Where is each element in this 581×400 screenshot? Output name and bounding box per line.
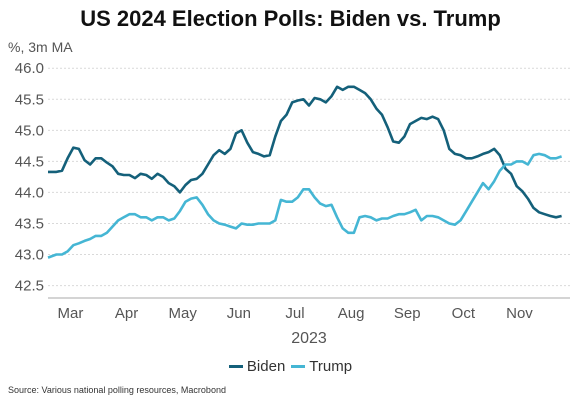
x-tick-label: Jun xyxy=(227,305,251,322)
y-tick-label: 45.5 xyxy=(15,91,44,108)
x-tick-label: Aug xyxy=(338,305,365,322)
x-tick-label: May xyxy=(169,305,198,322)
legend-item-trump: Trump xyxy=(291,358,352,375)
y-tick-label: 44.5 xyxy=(15,153,44,170)
y-tick-label: 46.0 xyxy=(15,60,44,77)
y-axis-label: %, 3m MA xyxy=(8,39,73,55)
legend-label-biden: Biden xyxy=(246,358,286,375)
y-tick-label: 43.5 xyxy=(15,215,44,232)
legend-label-trump: Trump xyxy=(309,358,353,375)
x-tick-label: Sep xyxy=(394,305,421,322)
y-tick-label: 45.0 xyxy=(15,122,44,139)
x-tick-label: Mar xyxy=(58,305,84,322)
legend-item-biden: Biden xyxy=(228,358,286,375)
series-line-trump xyxy=(47,152,563,259)
x-tick-label: Jul xyxy=(285,305,304,322)
x-axis-label: 2023 xyxy=(291,330,327,347)
legend-swatch-biden xyxy=(228,365,243,368)
y-tick-label: 42.5 xyxy=(15,278,44,295)
y-tick-label: 43.0 xyxy=(15,247,44,264)
y-tick-label: 44.0 xyxy=(15,184,44,201)
x-tick-label: Oct xyxy=(452,305,476,322)
x-tick-label: Apr xyxy=(115,305,138,322)
source-note: Source: Various national polling resourc… xyxy=(8,385,226,395)
legend: Biden Trump xyxy=(0,358,581,375)
legend-swatch-trump xyxy=(291,365,306,368)
chart-title: US 2024 Election Polls: Biden vs. Trump xyxy=(80,6,501,31)
x-tick-label: Nov xyxy=(506,305,533,322)
series-line-biden xyxy=(48,85,562,219)
